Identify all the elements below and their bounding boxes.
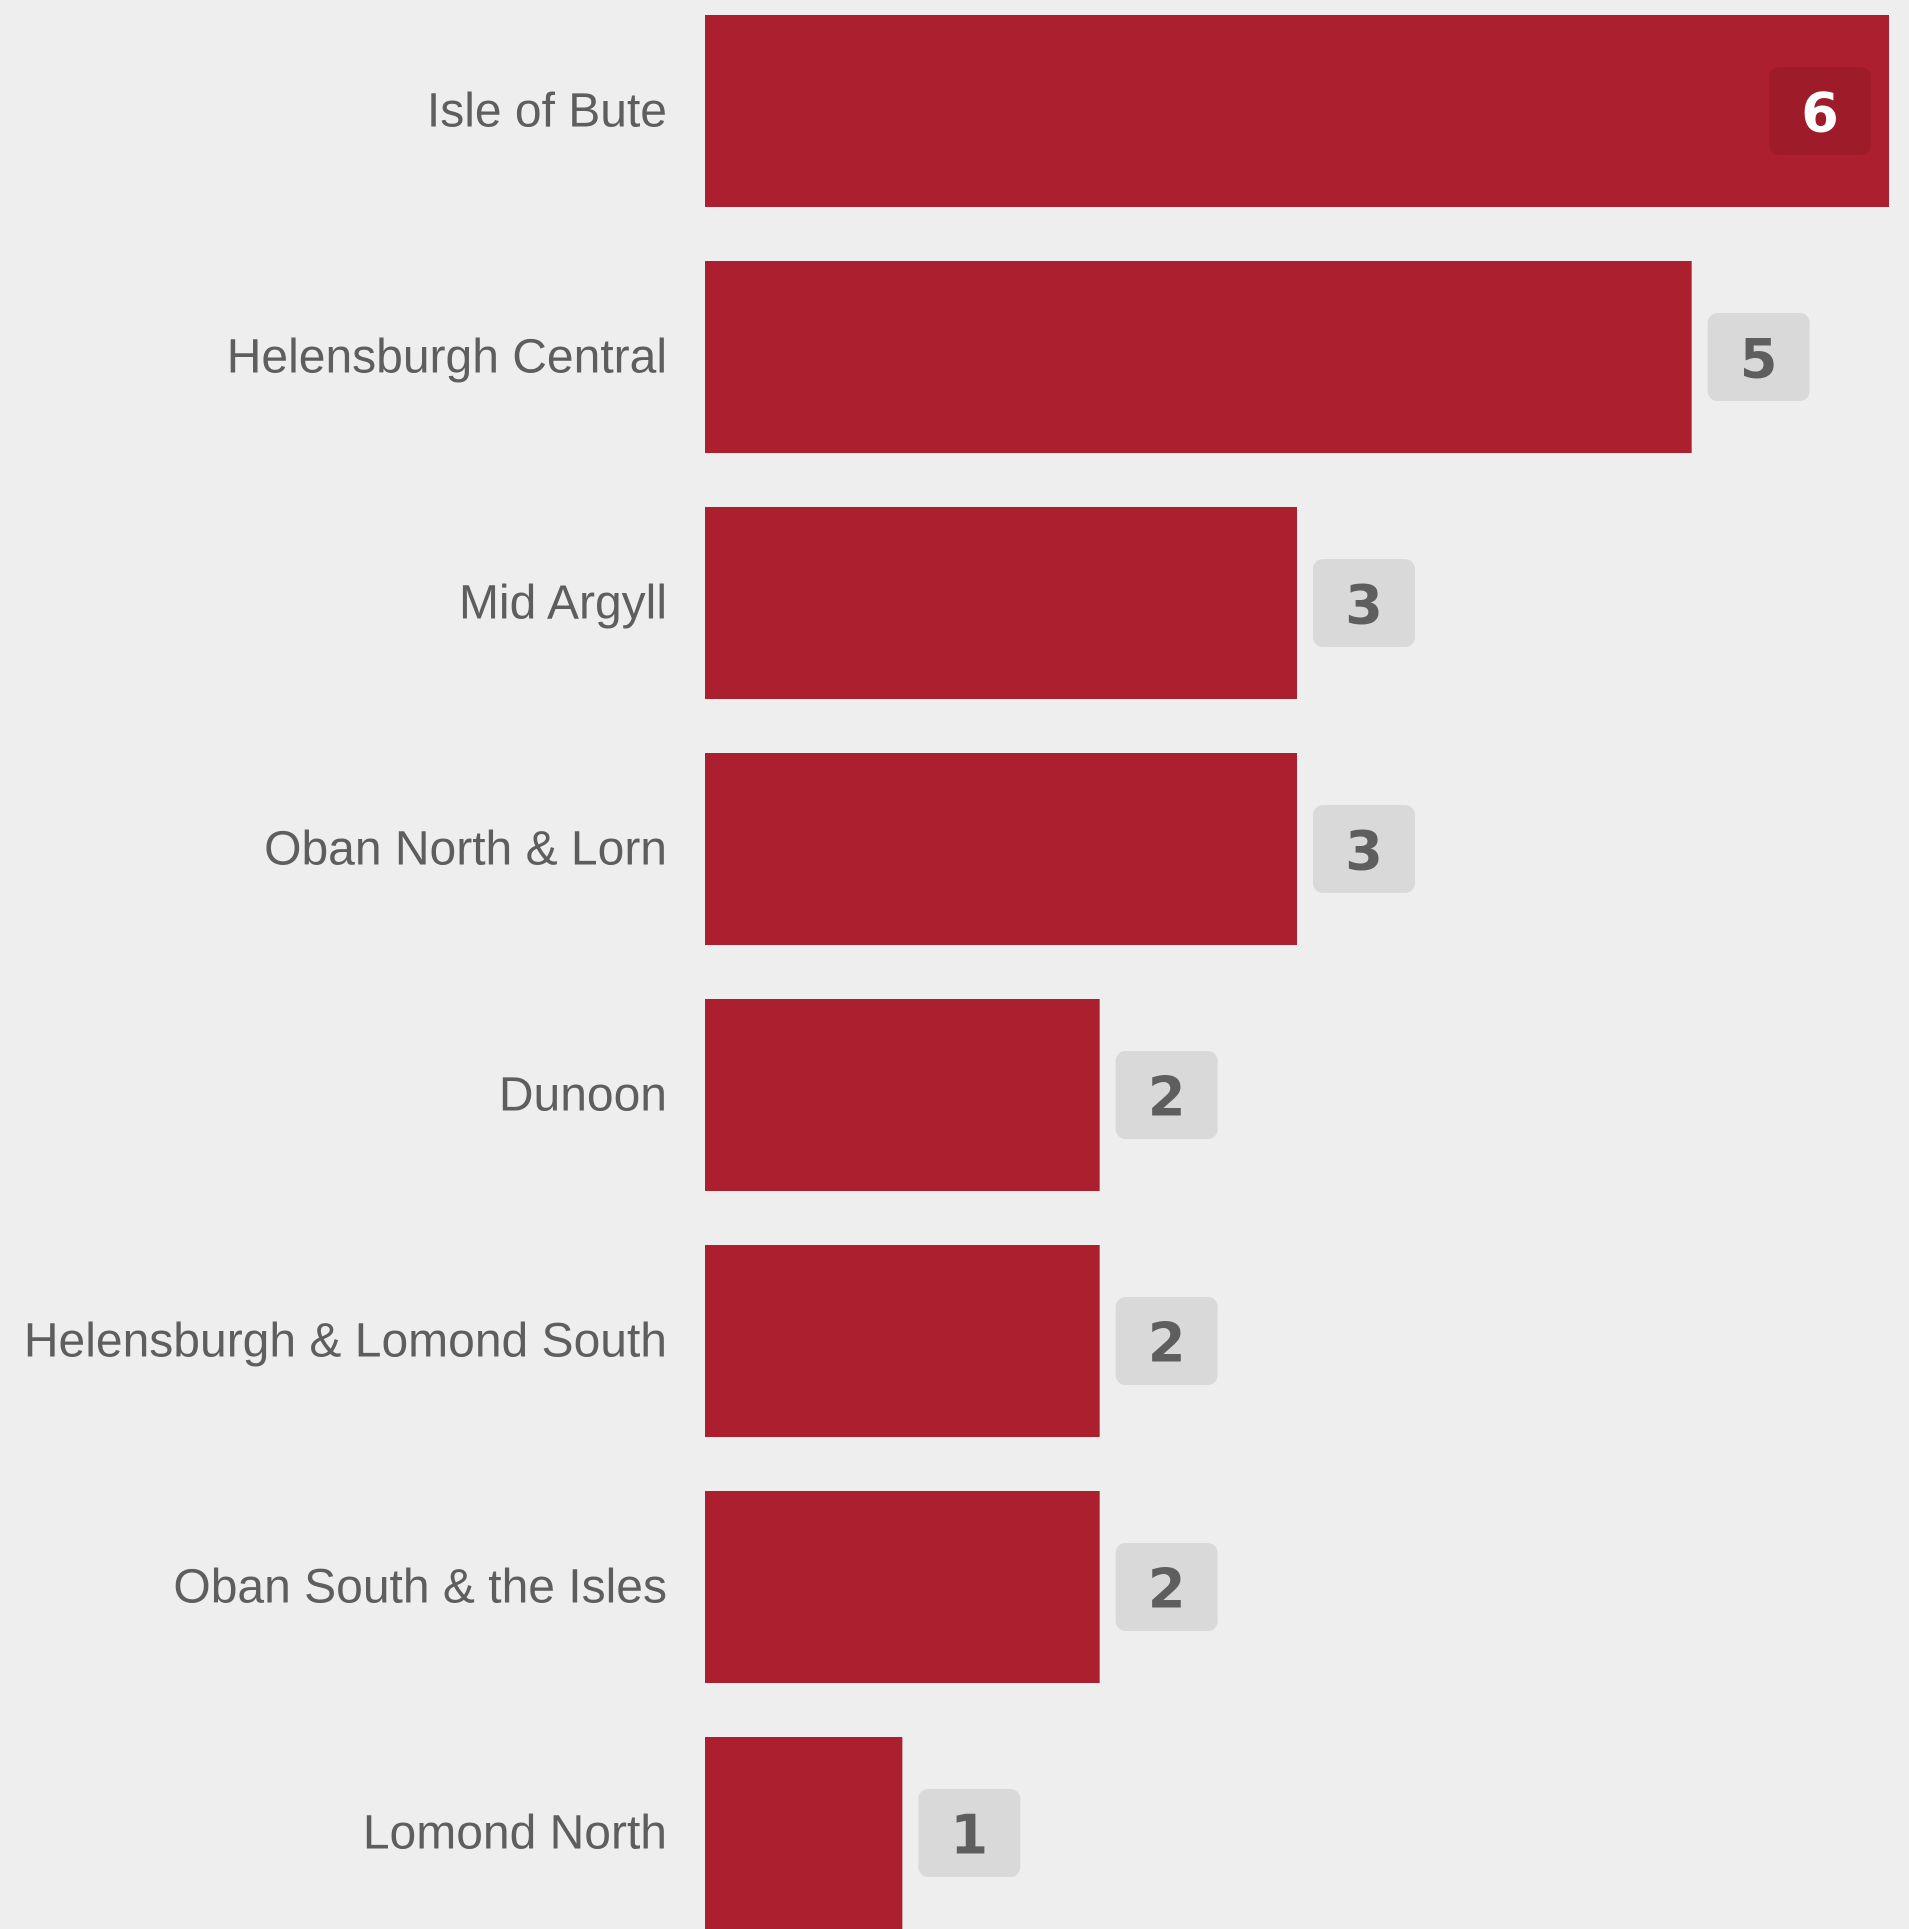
value-label: 6 (1801, 82, 1839, 145)
value-label: 2 (1148, 1312, 1186, 1375)
category-label: Oban North & Lorn (264, 823, 667, 876)
bar (705, 507, 1297, 699)
category-label: Isle of Bute (427, 85, 667, 138)
value-badge (1115, 1543, 1218, 1631)
value-badge (1115, 1297, 1218, 1385)
value-badge (1707, 313, 1810, 401)
bar (705, 261, 1692, 453)
value-badge (1115, 1051, 1218, 1139)
category-label: Mid Argyll (459, 577, 667, 630)
value-badge (1313, 805, 1415, 893)
category-label: Dunoon (499, 1069, 667, 1122)
category-label: Oban South & the Isles (173, 1561, 667, 1614)
bar (705, 1737, 903, 1929)
bar (705, 15, 1889, 207)
category-label: Lomond North (363, 1807, 667, 1860)
value-label: 1 (951, 1804, 989, 1867)
value-label: 2 (1148, 1558, 1186, 1621)
value-badge (918, 1789, 1021, 1877)
bar (705, 1245, 1100, 1437)
bar (705, 999, 1100, 1191)
value-badge (1769, 67, 1871, 155)
value-label: 3 (1345, 574, 1383, 637)
bar (705, 1491, 1100, 1683)
category-label: Helensburgh & Lomond South (24, 1315, 667, 1368)
value-label: 5 (1740, 328, 1778, 391)
value-badge (1313, 559, 1415, 647)
value-label: 2 (1148, 1066, 1186, 1129)
value-label: 3 (1345, 820, 1383, 883)
bar (705, 753, 1297, 945)
category-label: Helensburgh Central (227, 331, 667, 384)
